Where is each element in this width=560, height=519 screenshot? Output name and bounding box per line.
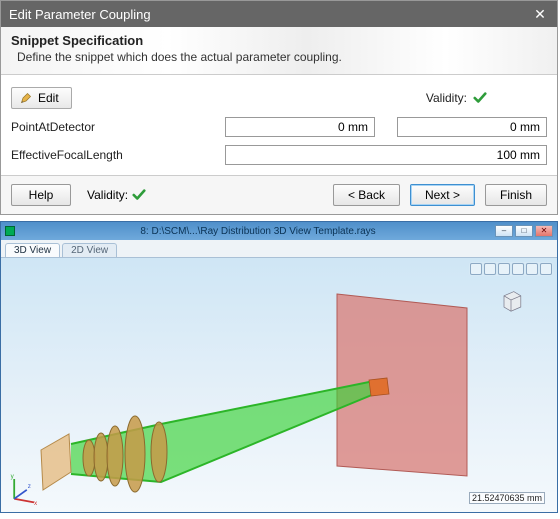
- scale-readout: 21.52470635 mm: [469, 492, 545, 504]
- dialog-title: Edit Parameter Coupling: [9, 7, 523, 22]
- snippet-spec-description: Define the snippet which does the actual…: [11, 50, 547, 64]
- snippet-spec-band: Snippet Specification Define the snippet…: [1, 27, 557, 75]
- dialog-footer: Help Validity: < Back Next > Finish: [1, 175, 557, 214]
- param-label: PointAtDetector: [11, 120, 181, 134]
- svg-text:x: x: [34, 500, 38, 506]
- svg-text:z: z: [28, 483, 31, 490]
- close-icon[interactable]: ✕: [535, 225, 553, 237]
- tool-icon[interactable]: [526, 263, 538, 275]
- help-button[interactable]: Help: [11, 184, 71, 206]
- tool-icon[interactable]: [498, 263, 510, 275]
- view-tool-row: [469, 262, 553, 276]
- dialog-body: Edit Validity: PointAtDetector Effective…: [1, 75, 557, 175]
- tool-icon[interactable]: [512, 263, 524, 275]
- validity-label: Validity:: [426, 91, 467, 105]
- edit-button[interactable]: Edit: [11, 87, 72, 109]
- viewer-app-icon: [5, 226, 15, 236]
- viewer-tabstrip: 3D View 2D View: [1, 240, 557, 258]
- tool-icon[interactable]: [470, 263, 482, 275]
- pointatdetector-input-1[interactable]: [225, 117, 375, 137]
- lens-element: [107, 426, 123, 486]
- lens-element: [125, 416, 145, 492]
- footer-validity-label: Validity:: [87, 188, 128, 202]
- next-button[interactable]: Next >: [410, 184, 475, 206]
- finish-button[interactable]: Finish: [485, 184, 547, 206]
- orientation-cube-icon[interactable]: [497, 286, 525, 314]
- viewer-window-title: 8: D:\SCM\...\Ray Distribution 3D View T…: [21, 226, 495, 237]
- viewer-titlebar[interactable]: 8: D:\SCM\...\Ray Distribution 3D View T…: [1, 222, 557, 240]
- lens-element: [151, 422, 167, 482]
- maximize-icon[interactable]: □: [515, 225, 533, 237]
- source-tile: [41, 434, 71, 490]
- pointatdetector-input-2[interactable]: [397, 117, 547, 137]
- footer-validity: Validity:: [87, 188, 146, 202]
- tab-3d-view[interactable]: 3D View: [5, 243, 60, 257]
- check-icon: [132, 188, 146, 202]
- tool-icon[interactable]: [540, 263, 552, 275]
- check-icon: [473, 91, 487, 105]
- viewer-viewport[interactable]: x y z 21.52470635 mm: [1, 258, 557, 512]
- edit-button-label: Edit: [38, 91, 59, 105]
- close-icon[interactable]: ✕: [523, 1, 557, 27]
- lens-element: [94, 433, 108, 481]
- param-row-effectivefocallength: EffectiveFocalLength: [11, 145, 547, 165]
- param-label: EffectiveFocalLength: [11, 148, 181, 162]
- dialog-titlebar[interactable]: Edit Parameter Coupling ✕: [1, 1, 557, 27]
- axis-triad-icon: x y z: [7, 470, 43, 506]
- focus-spot: [369, 378, 389, 396]
- ray-3d-view-window: 8: D:\SCM\...\Ray Distribution 3D View T…: [0, 221, 558, 513]
- viewport-tool-column: [469, 262, 553, 314]
- edit-parameter-coupling-dialog: Edit Parameter Coupling ✕ Snippet Specif…: [0, 0, 558, 215]
- param-row-pointatdetector: PointAtDetector: [11, 117, 547, 137]
- effectivefocallength-input[interactable]: [225, 145, 547, 165]
- back-button[interactable]: < Back: [333, 184, 400, 206]
- minimize-icon[interactable]: –: [495, 225, 513, 237]
- tool-icon[interactable]: [484, 263, 496, 275]
- tab-2d-view[interactable]: 2D View: [62, 243, 117, 257]
- snippet-spec-heading: Snippet Specification: [11, 33, 547, 48]
- pencil-icon: [20, 92, 32, 104]
- lens-element: [83, 440, 95, 476]
